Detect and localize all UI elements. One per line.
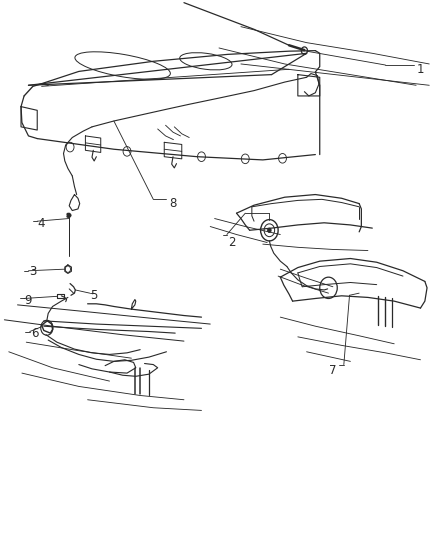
Circle shape (268, 228, 271, 232)
Text: 8: 8 (170, 197, 177, 210)
Text: 9: 9 (25, 294, 32, 306)
Text: 7: 7 (329, 364, 337, 377)
Text: 5: 5 (91, 289, 98, 302)
Circle shape (261, 220, 278, 241)
Text: 4: 4 (38, 217, 46, 230)
Text: 6: 6 (31, 327, 39, 340)
Text: 3: 3 (29, 265, 36, 278)
Text: 1: 1 (417, 63, 424, 76)
Text: 2: 2 (228, 236, 236, 249)
